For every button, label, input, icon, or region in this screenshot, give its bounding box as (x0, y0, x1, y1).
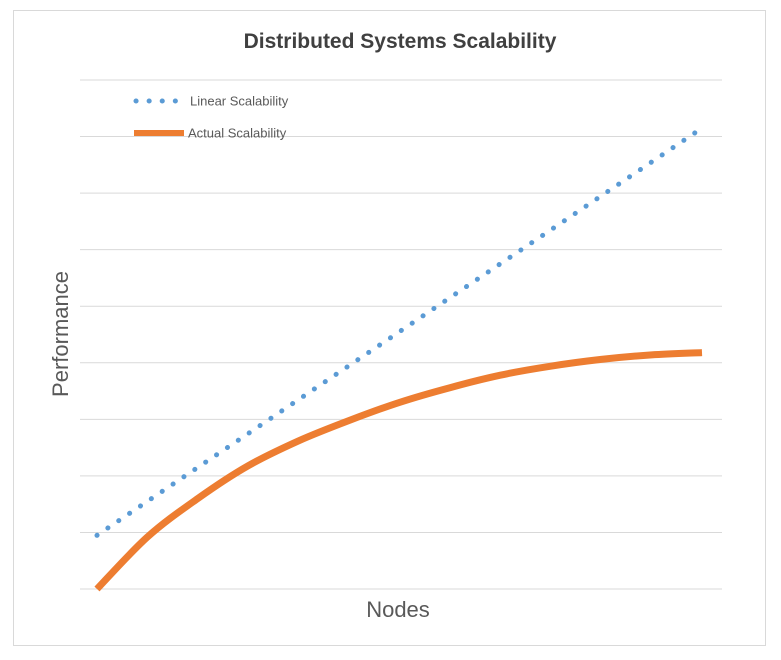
gridlines (80, 79, 722, 590)
legend: Linear Scalability Actual Scalability (133, 94, 289, 141)
series-line (94, 125, 705, 538)
chart-frame (13, 10, 766, 646)
x-axis-label: Nodes (366, 597, 430, 622)
series-actual-scalability (94, 349, 703, 592)
series-layer (94, 125, 705, 592)
legend-item: Actual Scalability (134, 126, 287, 141)
series-line (94, 349, 703, 592)
legend-label: Actual Scalability (188, 126, 287, 141)
y-axis-label: Performance (48, 271, 73, 397)
series-linear-scalability (94, 125, 705, 538)
legend-label: Linear Scalability (190, 94, 289, 109)
legend-item: Linear Scalability (133, 94, 289, 109)
chart-title: Distributed Systems Scalability (244, 30, 557, 53)
